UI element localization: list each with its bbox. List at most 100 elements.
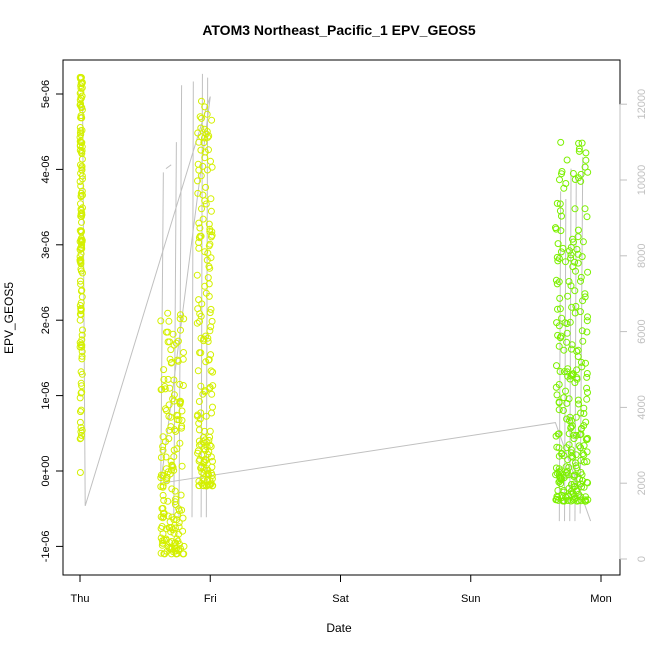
data-point: [168, 462, 176, 470]
data-point: [208, 409, 215, 417]
data-point: [577, 480, 585, 488]
data-point: [195, 244, 203, 252]
data-point: [77, 94, 85, 102]
data-point: [164, 338, 172, 346]
data-point: [206, 309, 214, 317]
data-point: [568, 303, 576, 311]
data-point: [571, 258, 579, 266]
y2-tick-label: 4000: [636, 395, 648, 419]
chart-title: ATOM3 Northeast_Pacific_1 EPV_GEOS5: [202, 22, 476, 38]
data-point: [77, 280, 85, 288]
y2-tick-label: 12000: [636, 89, 648, 120]
data-point: [177, 326, 184, 334]
data-point: [580, 451, 588, 459]
data-point: [207, 207, 215, 215]
data-point: [178, 416, 186, 424]
data-point: [79, 269, 86, 277]
data-point: [206, 327, 214, 335]
data-point: [77, 192, 85, 200]
data-point: [160, 366, 168, 374]
data-point: [158, 385, 166, 393]
data-point: [178, 407, 186, 415]
data-point: [195, 138, 203, 146]
data-point: [198, 114, 205, 122]
data-point: [569, 453, 577, 461]
data-point: [582, 493, 590, 501]
data-point: [580, 442, 588, 450]
data-point: [577, 457, 585, 464]
data-point: [571, 205, 579, 213]
data-point: [571, 309, 579, 317]
data-point: [209, 368, 217, 376]
data-point: [178, 462, 186, 470]
data-point: [559, 407, 567, 414]
data-point: [562, 258, 569, 266]
data-point: [567, 282, 575, 290]
data-point: [78, 331, 86, 339]
y2-tick-label: 0: [636, 556, 648, 562]
data-point: [556, 368, 564, 375]
data-point: [174, 357, 182, 365]
data-point: [553, 199, 561, 207]
data-point: [198, 97, 205, 105]
data-point: [196, 310, 204, 318]
data-point: [552, 471, 560, 479]
data-point: [583, 395, 591, 403]
data-point: [195, 398, 203, 405]
data-point: [175, 519, 183, 527]
data-point: [78, 370, 86, 378]
data-point: [77, 84, 85, 92]
data-point: [195, 477, 203, 485]
data-point: [165, 412, 173, 420]
data-point: [557, 480, 565, 488]
data-point: [198, 205, 205, 213]
data-point: [77, 307, 85, 315]
data-point: [195, 239, 203, 246]
data-point: [194, 129, 202, 137]
data-point: [205, 356, 213, 364]
data-point: [201, 103, 209, 111]
data-point: [583, 370, 591, 377]
data-point: [200, 337, 207, 345]
data-point: [555, 381, 563, 388]
data-point: [557, 475, 565, 483]
data-point: [571, 494, 579, 502]
data-point: [567, 481, 575, 488]
data-point: [554, 430, 562, 438]
data-point: [577, 277, 584, 285]
data-point: [197, 172, 205, 180]
data-point: [165, 543, 173, 551]
data-point: [78, 355, 86, 363]
data-point: [78, 126, 86, 134]
points-layer: [76, 73, 592, 558]
data-point: [169, 330, 177, 338]
data-point: [79, 326, 86, 334]
data-point: [565, 278, 573, 285]
data-point: [207, 305, 215, 313]
data-point: [558, 491, 566, 499]
data-point: [570, 431, 578, 439]
data-point: [172, 427, 180, 435]
data-point: [78, 348, 86, 356]
data-point: [208, 317, 216, 325]
data-point: [579, 337, 587, 345]
data-point: [556, 207, 564, 215]
x-tick-label: Sun: [461, 593, 481, 605]
data-point: [159, 446, 167, 454]
data-point: [180, 550, 188, 558]
data-point: [179, 382, 187, 389]
data-point: [195, 234, 203, 242]
data-point: [78, 211, 86, 219]
data-point: [565, 395, 573, 403]
data-point: [209, 403, 216, 411]
data-point: [199, 162, 207, 170]
data-point: [196, 349, 204, 357]
data-point: [208, 472, 216, 479]
data-point: [572, 431, 580, 439]
altitude-spike: [160, 172, 164, 484]
y2-tick-label: 8000: [636, 244, 648, 268]
data-point: [567, 254, 575, 262]
data-point: [209, 382, 217, 390]
data-point: [569, 263, 577, 271]
data-point: [560, 184, 568, 192]
